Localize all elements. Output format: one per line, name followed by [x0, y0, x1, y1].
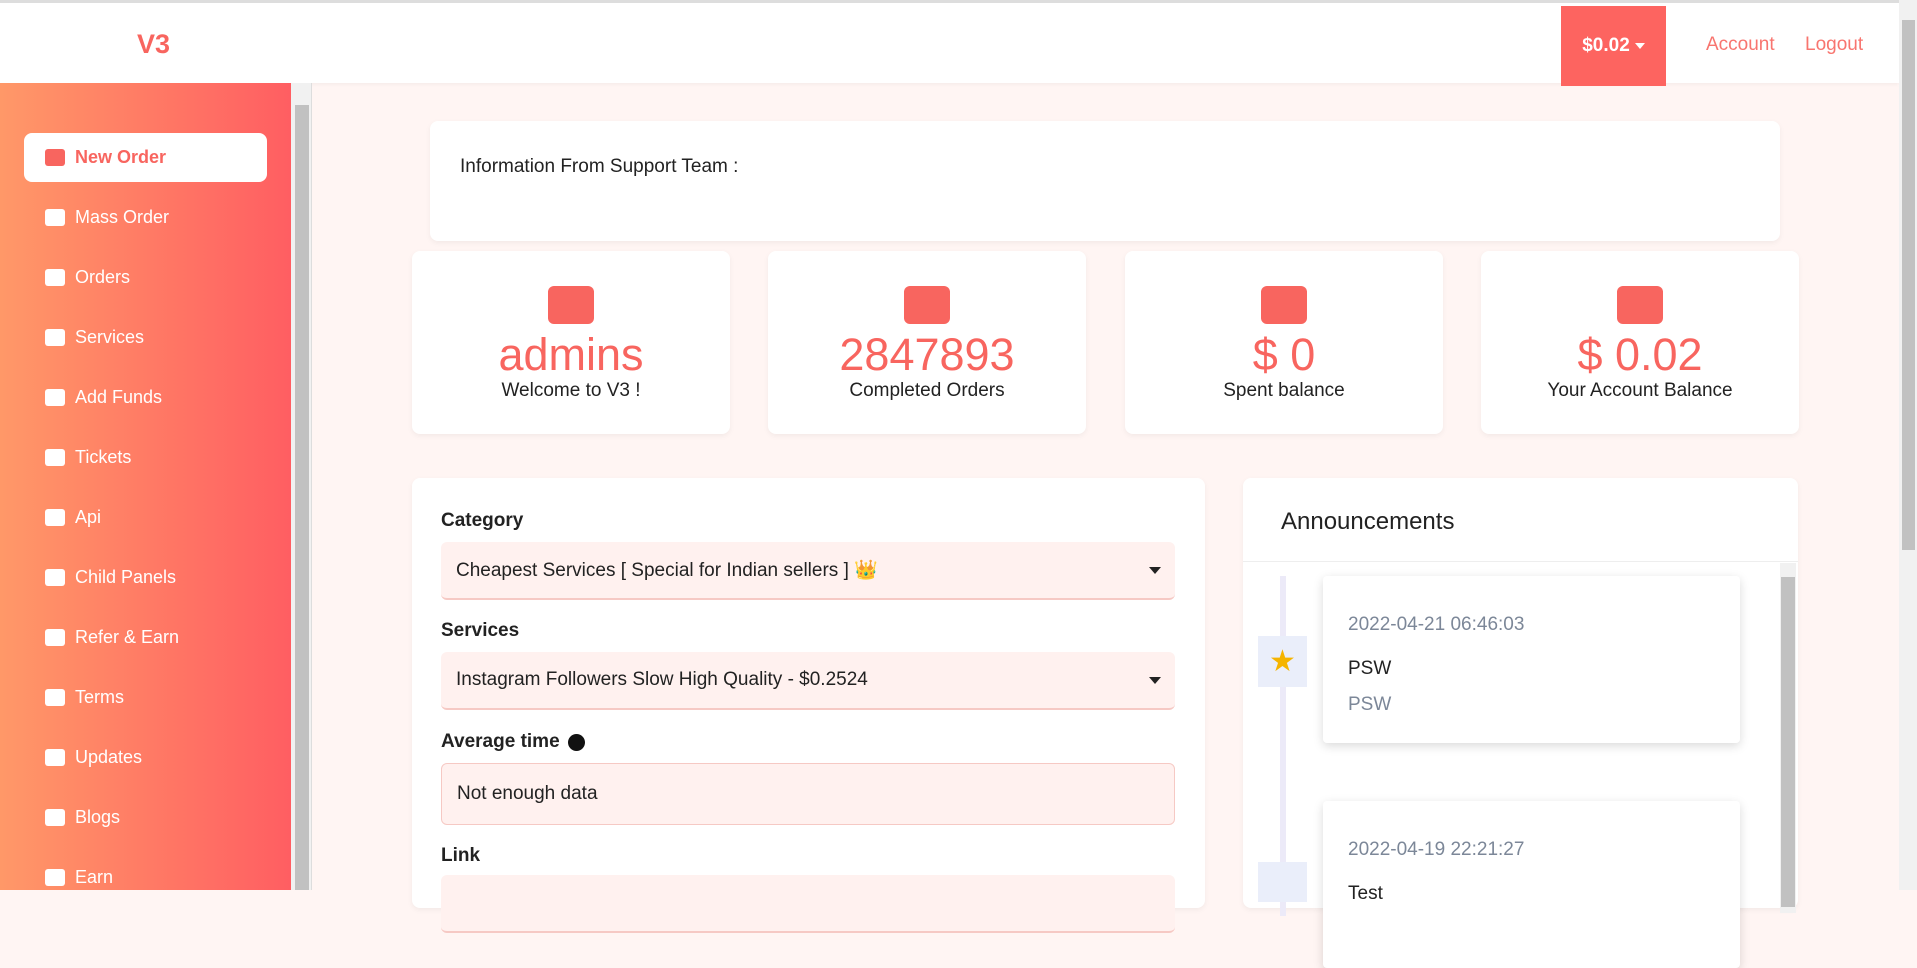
nav-icon [45, 269, 65, 286]
nav-item[interactable]: Updates [24, 733, 267, 782]
nav-item[interactable]: New Order [24, 133, 267, 182]
services-label: Services [441, 620, 520, 641]
announcement-title: PSW [1348, 658, 1392, 679]
top-bar: V3 $0.02 Account Logout [0, 0, 1899, 86]
nav-item[interactable]: Refer & Earn [24, 613, 267, 662]
caret [1149, 677, 1161, 684]
nav-label: Mass Order [75, 207, 170, 227]
nav-label: Child Panels [75, 567, 177, 587]
average-value: Not enough data [457, 783, 598, 804]
stat-value: $ 0.02 [1577, 329, 1703, 380]
nav-item[interactable]: Child Panels [24, 553, 267, 602]
sidebar-scroll-thumb[interactable] [295, 105, 309, 890]
info-card: Information From Support Team : [430, 121, 1780, 241]
stat-card: $ 0.02 Your Account Balance [1481, 251, 1799, 434]
nav-item[interactable]: Earn [24, 853, 267, 902]
announcement-date: 2022-04-21 06:46:03 [1348, 614, 1525, 635]
stat-card: 2847893 Completed Orders [768, 251, 1086, 434]
nav-item[interactable]: Orders [24, 253, 267, 302]
service-value: Instagram Followers Slow High Quality - … [456, 669, 868, 690]
nav-label: Add Funds [75, 387, 163, 407]
caret [1149, 567, 1161, 574]
nav-icon [45, 449, 65, 466]
stat-label: Completed Orders [849, 380, 1005, 401]
announcement-body: PSW [1348, 694, 1392, 715]
stat-label: Spent balance [1223, 380, 1345, 401]
nav-label: Earn [75, 867, 114, 887]
nav-icon [45, 509, 65, 526]
category-select[interactable]: Cheapest Services [ Special for Indian s… [441, 542, 1175, 600]
nav-label: Orders [75, 267, 131, 287]
nav-item[interactable]: Terms [24, 673, 267, 722]
nav-icon [45, 149, 65, 166]
logout-link[interactable]: Logout [1805, 34, 1864, 55]
nav-item[interactable]: Blogs [24, 793, 267, 842]
logo[interactable]: V3 [137, 29, 171, 59]
stat-label: Your Account Balance [1547, 380, 1733, 401]
nav-icon [45, 329, 65, 346]
announcement: 2022-04-21 06:46:03 PSW PSW [1323, 576, 1740, 743]
nav-label: Tickets [75, 447, 132, 467]
stat-icon [1617, 286, 1663, 324]
account-link[interactable]: Account [1706, 34, 1775, 55]
stat-icon [548, 286, 594, 324]
page-scroll-thumb[interactable] [1902, 20, 1915, 550]
nav-label: Services [75, 327, 145, 347]
nav-label: Terms [75, 687, 124, 707]
timeline [1280, 576, 1286, 916]
nav-icon [45, 629, 65, 646]
announcements-title: Announcements [1281, 508, 1455, 535]
link-label: Link [441, 845, 481, 866]
nav-label: Api [75, 507, 102, 527]
link-input[interactable] [441, 875, 1175, 933]
stat-card: $ 0 Spent balance [1125, 251, 1443, 434]
nav-icon [45, 749, 65, 766]
nav-item[interactable]: Mass Order [24, 193, 267, 242]
stat-card: admins Welcome to V3 ! [412, 251, 730, 434]
info-icon[interactable] [567, 733, 585, 751]
balance-button[interactable]: $0.02 [1561, 6, 1666, 86]
nav-icon [45, 869, 65, 886]
nav-label: Blogs [75, 807, 121, 827]
pin-icon [1258, 862, 1307, 902]
announcement: 2022-04-19 22:21:27 Test [1323, 801, 1740, 968]
average-label-row: Average time [441, 731, 585, 753]
services-select[interactable]: Instagram Followers Slow High Quality - … [441, 652, 1175, 710]
nav-icon [45, 809, 65, 826]
caret [1634, 43, 1645, 49]
nav-label: Updates [75, 747, 143, 767]
announcement-date: 2022-04-19 22:21:27 [1348, 839, 1525, 860]
ann-scrollbar [1780, 563, 1796, 913]
nav-item[interactable]: Add Funds [24, 373, 267, 422]
stat-value: admins [498, 329, 644, 380]
balance: $0.02 [1582, 35, 1630, 56]
nav-label: New Order [75, 147, 167, 167]
nav-item[interactable]: Api [24, 493, 267, 542]
nav-icon [45, 569, 65, 586]
stat-icon [1261, 286, 1307, 324]
category-label: Category [441, 510, 524, 531]
stat-value: 2847893 [839, 329, 1015, 380]
nav-icon [45, 209, 65, 226]
category-value: Cheapest Services [ Special for Indian s… [456, 560, 878, 581]
stat-label: Welcome to V3 ! [501, 380, 641, 401]
ann-scroll-thumb[interactable] [1781, 577, 1795, 907]
nav-item[interactable]: Services [24, 313, 267, 362]
average-box: Not enough data [441, 763, 1175, 825]
nav-icon [45, 389, 65, 406]
divider [1243, 561, 1798, 562]
nav-label: Refer & Earn [75, 627, 180, 647]
stat-value: $ 0 [1252, 329, 1316, 380]
star-icon: ★ [1258, 636, 1307, 687]
nav-item[interactable]: Tickets [24, 433, 267, 482]
nav-icon [45, 689, 65, 706]
announcement-title: Test [1348, 883, 1383, 904]
info-text: Information From Support Team : [460, 156, 739, 177]
average-label: Average time [441, 731, 560, 752]
stat-icon [904, 286, 950, 324]
